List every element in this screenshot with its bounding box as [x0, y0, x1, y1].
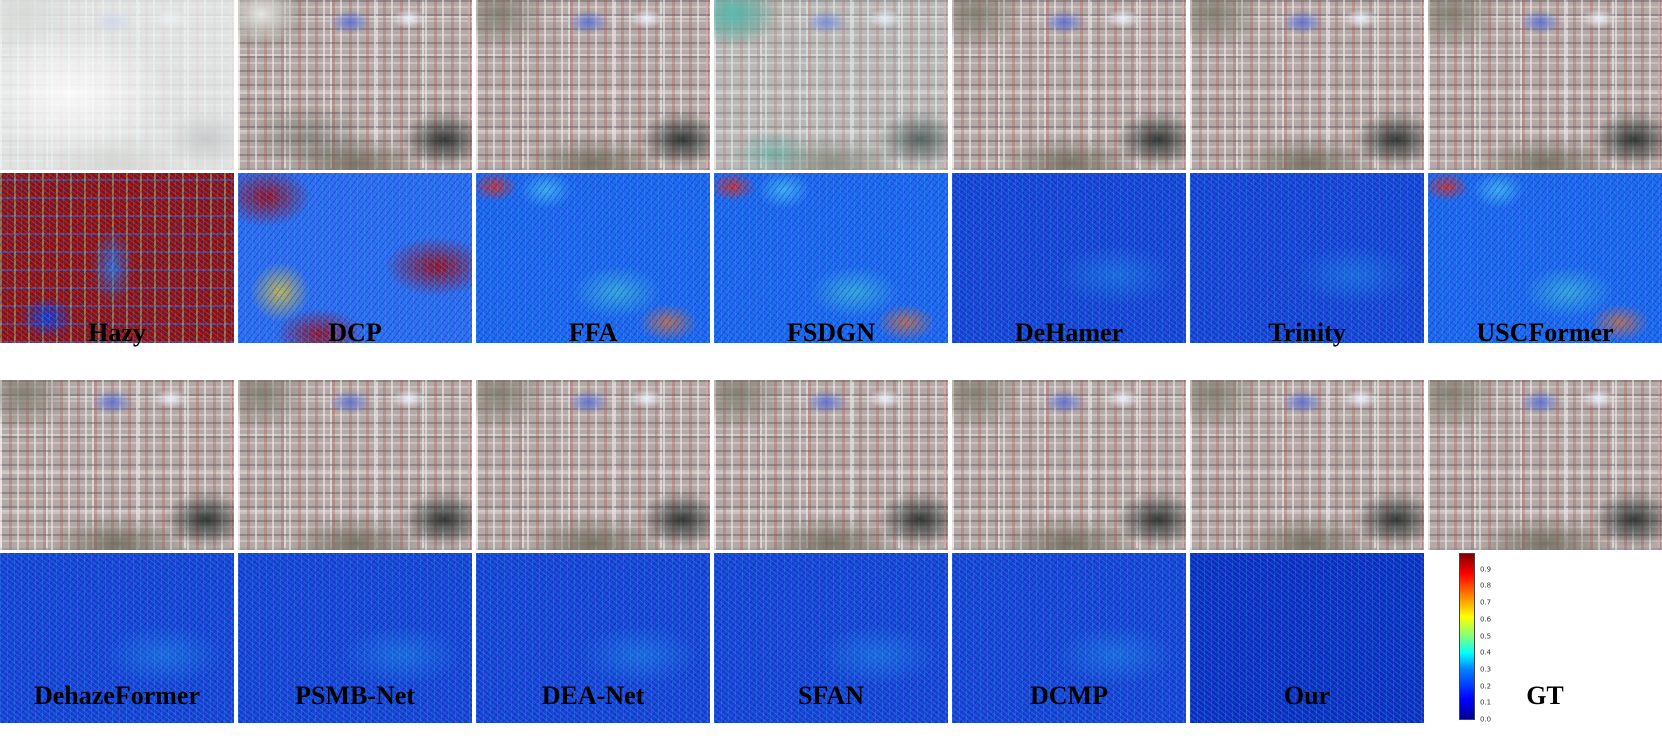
- caption-dehamer: DeHamer: [1014, 318, 1124, 347]
- caption-trinity: Trinity: [1268, 318, 1346, 347]
- colorbar-tick-label: 0.0: [1480, 715, 1492, 724]
- colorbar-tick-label: 0.7: [1480, 598, 1492, 607]
- ffa-error-map: [476, 173, 710, 343]
- colorbar-tick-label: 0.6: [1480, 615, 1492, 624]
- psmb-net-image: [238, 380, 472, 550]
- ffa-image: [476, 0, 710, 170]
- dea-net-error-map: [476, 553, 710, 723]
- dcmp-error-map: [952, 553, 1186, 723]
- colorbar-tick-label: 0.9: [1480, 565, 1492, 574]
- caption-sfan: SFAN: [798, 681, 864, 710]
- uscformer-error-map: [1428, 173, 1662, 343]
- caption-dea-net: DEA-Net: [541, 681, 645, 710]
- caption-ffa: FFA: [568, 318, 618, 347]
- sfan-image: [714, 380, 948, 550]
- dcp-image: [238, 0, 472, 170]
- colorbar-tick-label: 0.8: [1480, 581, 1492, 590]
- colorbar-gradient: [1459, 553, 1475, 720]
- caption-fsdgn: FSDGN: [786, 318, 876, 347]
- dehamer-error-map: [952, 173, 1186, 343]
- row-1-images: [0, 0, 1662, 170]
- caption-dehazeformer: DehazeFormer: [33, 681, 201, 710]
- sfan-error-map: [714, 553, 948, 723]
- caption-our: Our: [1283, 681, 1331, 710]
- dea-net-image: [476, 380, 710, 550]
- colorbar-legend: 0.9 0.8 0.7 0.6 0.5 0.4 0.3 0.2 0.1 0.0: [1440, 553, 1640, 723]
- caption-gt: GT: [1526, 681, 1564, 710]
- hazy-error-map: [0, 173, 234, 343]
- caption-hazy: Hazy: [88, 318, 146, 347]
- colorbar-tick-label: 0.5: [1480, 632, 1492, 640]
- dcmp-image: [952, 380, 1186, 550]
- gt-image: [1428, 380, 1662, 550]
- fsdgn-image: [714, 0, 948, 170]
- row-2-images: [0, 380, 1662, 550]
- colorbar-tick-label: 0.2: [1480, 682, 1492, 691]
- colorbar-tick-label: 0.1: [1480, 698, 1492, 707]
- row-1-error-maps: [0, 173, 1662, 343]
- psmb-net-error-map: [238, 553, 472, 723]
- caption-dcmp: DCMP: [1030, 681, 1108, 710]
- hazy-image: [0, 0, 234, 170]
- trinity-error-map: [1190, 173, 1424, 343]
- caption-psmb-net: PSMB-Net: [295, 681, 415, 710]
- colorbar-tick-label: 0.3: [1480, 665, 1492, 674]
- dehazeformer-image: [0, 380, 234, 550]
- colorbar-tick-label: 0.4: [1480, 648, 1492, 657]
- dehamer-image: [952, 0, 1186, 170]
- uscformer-image: [1428, 0, 1662, 170]
- caption-dcp: DCP: [328, 318, 382, 347]
- trinity-image: [1190, 0, 1424, 170]
- caption-uscformer: USCFormer: [1476, 318, 1614, 347]
- dehazeformer-error-map: [0, 553, 234, 723]
- dcp-error-map: [238, 173, 472, 343]
- fsdgn-error-map: [714, 173, 948, 343]
- our-image: [1190, 380, 1424, 550]
- our-error-map: [1190, 553, 1424, 723]
- row-2-error-maps: [0, 553, 1662, 723]
